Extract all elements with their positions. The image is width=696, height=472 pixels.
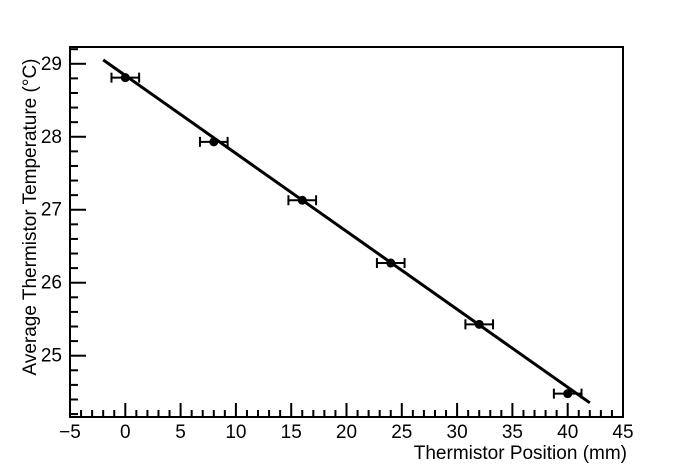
data-marker	[386, 258, 396, 268]
x-tick-label: 35	[502, 422, 523, 443]
data-point	[464, 319, 495, 330]
y-axis-title: Average Thermistor Temperature (°C)	[20, 59, 41, 376]
data-points	[110, 72, 583, 399]
x-title: Thermistor Position (mm)	[414, 443, 627, 464]
data-point	[552, 388, 583, 399]
y-tick-label: 28	[41, 127, 62, 148]
x-tick-label: 25	[391, 422, 412, 443]
data-point	[110, 72, 141, 83]
data-point	[287, 195, 318, 206]
data-marker	[563, 389, 573, 399]
x-tick-label: 5	[175, 422, 186, 443]
y-axis: 25 26 27 28 29	[41, 48, 86, 416]
data-marker	[297, 195, 307, 205]
data-marker	[209, 137, 219, 147]
data-marker	[474, 319, 484, 329]
y-title: Average Thermistor Temperature (°C)	[20, 59, 41, 376]
x-tick-label: 10	[225, 422, 246, 443]
y-tick-label: 25	[41, 346, 62, 367]
x-tick-label: 30	[447, 422, 468, 443]
x-axis: −5 0 5 10 15 20 25 30 35 40 45	[59, 403, 634, 443]
data-point	[375, 258, 406, 269]
data-marker	[120, 73, 130, 83]
x-tick-label: 45	[612, 422, 633, 443]
x-tick-label: 40	[557, 422, 578, 443]
fit-line	[102, 58, 591, 405]
x-axis-title: Thermistor Position (mm)	[414, 443, 627, 464]
fit	[102, 58, 591, 405]
y-tick-label: 27	[41, 200, 62, 221]
x-tick-label: 15	[281, 422, 302, 443]
y-tick-label: 26	[41, 273, 62, 294]
x-tick-label: 20	[336, 422, 357, 443]
data-point	[198, 136, 229, 147]
y-tick-label: 29	[41, 54, 62, 75]
x-tick-label: −5	[59, 422, 81, 443]
x-tick-label: 0	[120, 422, 131, 443]
